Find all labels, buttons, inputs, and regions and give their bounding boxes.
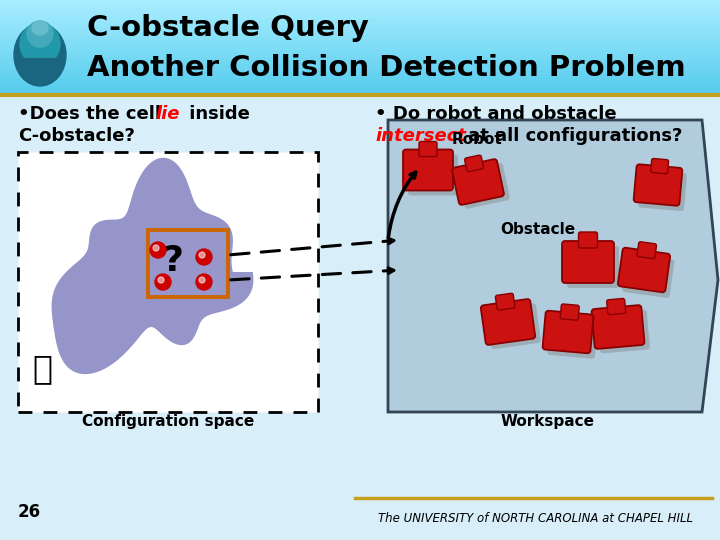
Circle shape bbox=[196, 274, 212, 290]
Bar bbox=[148, 230, 228, 297]
Bar bbox=[0, 16, 720, 19]
Bar bbox=[0, 42, 720, 45]
FancyBboxPatch shape bbox=[403, 150, 453, 191]
FancyBboxPatch shape bbox=[618, 248, 670, 292]
Bar bbox=[0, 44, 720, 48]
Text: inside: inside bbox=[183, 105, 250, 123]
Bar bbox=[0, 35, 720, 38]
FancyBboxPatch shape bbox=[592, 305, 644, 349]
Text: at all configurations?: at all configurations? bbox=[462, 127, 683, 145]
Bar bbox=[0, 68, 720, 71]
FancyBboxPatch shape bbox=[651, 159, 669, 174]
Circle shape bbox=[155, 274, 171, 290]
Text: The UNIVERSITY of NORTH CAROLINA at CHAPEL HILL: The UNIVERSITY of NORTH CAROLINA at CHAP… bbox=[377, 511, 693, 524]
Bar bbox=[0, 23, 720, 26]
Text: •Does the cell: •Does the cell bbox=[18, 105, 167, 123]
Text: 26: 26 bbox=[18, 503, 41, 521]
Circle shape bbox=[196, 249, 212, 265]
Bar bbox=[0, 53, 720, 57]
FancyBboxPatch shape bbox=[597, 309, 650, 353]
Bar bbox=[0, 2, 720, 5]
FancyBboxPatch shape bbox=[543, 310, 593, 353]
Text: Another Collision Detection Problem: Another Collision Detection Problem bbox=[87, 54, 685, 82]
Text: Obstacle: Obstacle bbox=[500, 222, 575, 237]
FancyBboxPatch shape bbox=[578, 232, 598, 248]
Bar bbox=[0, 32, 720, 36]
Bar bbox=[0, 18, 720, 22]
FancyBboxPatch shape bbox=[495, 293, 515, 310]
Bar bbox=[0, 14, 720, 17]
Ellipse shape bbox=[20, 23, 60, 65]
FancyBboxPatch shape bbox=[458, 163, 510, 208]
Bar bbox=[0, 70, 720, 73]
FancyBboxPatch shape bbox=[464, 155, 483, 172]
Bar bbox=[0, 84, 720, 88]
Bar bbox=[0, 25, 720, 29]
Circle shape bbox=[199, 252, 205, 258]
Bar bbox=[0, 60, 720, 64]
Bar bbox=[0, 77, 720, 81]
Bar bbox=[0, 75, 720, 78]
Ellipse shape bbox=[32, 21, 48, 35]
FancyBboxPatch shape bbox=[452, 159, 504, 205]
Bar bbox=[0, 65, 720, 69]
Circle shape bbox=[199, 277, 205, 283]
Bar bbox=[0, 11, 720, 14]
Bar bbox=[0, 80, 720, 83]
Bar bbox=[0, 37, 720, 40]
FancyBboxPatch shape bbox=[634, 164, 683, 206]
Bar bbox=[0, 21, 720, 24]
FancyBboxPatch shape bbox=[487, 303, 541, 349]
Ellipse shape bbox=[14, 24, 66, 86]
Bar bbox=[0, 9, 720, 12]
Bar bbox=[0, 46, 720, 50]
Bar bbox=[0, 89, 720, 93]
FancyBboxPatch shape bbox=[622, 253, 675, 298]
Bar bbox=[0, 39, 720, 43]
FancyBboxPatch shape bbox=[547, 316, 598, 359]
Text: C-obstacle Query: C-obstacle Query bbox=[87, 14, 369, 42]
Bar bbox=[0, 82, 720, 85]
Bar bbox=[0, 6, 720, 10]
Text: Robot: Robot bbox=[452, 132, 503, 147]
Bar bbox=[18, 152, 318, 412]
Bar bbox=[0, 49, 720, 52]
Circle shape bbox=[153, 245, 159, 251]
FancyBboxPatch shape bbox=[481, 299, 535, 345]
Circle shape bbox=[150, 242, 166, 258]
FancyBboxPatch shape bbox=[607, 299, 626, 315]
Bar bbox=[0, 56, 720, 59]
Text: • Do robot and obstacle: • Do robot and obstacle bbox=[375, 105, 616, 123]
Circle shape bbox=[158, 277, 164, 283]
Text: Workspace: Workspace bbox=[501, 414, 595, 429]
FancyBboxPatch shape bbox=[560, 304, 579, 320]
Bar bbox=[0, 63, 720, 66]
Bar bbox=[0, 58, 720, 62]
Bar bbox=[0, 28, 720, 31]
FancyBboxPatch shape bbox=[408, 154, 458, 195]
Bar bbox=[148, 230, 228, 297]
Bar bbox=[0, 4, 720, 7]
Bar bbox=[0, 72, 720, 76]
Text: lie: lie bbox=[155, 105, 179, 123]
Text: ?: ? bbox=[163, 244, 184, 278]
Text: ℱ: ℱ bbox=[32, 353, 52, 385]
Text: C-obstacle?: C-obstacle? bbox=[18, 127, 135, 145]
Bar bbox=[0, 51, 720, 55]
Ellipse shape bbox=[27, 21, 53, 47]
FancyBboxPatch shape bbox=[562, 241, 614, 283]
Bar bbox=[24, 58, 56, 72]
Polygon shape bbox=[52, 158, 253, 374]
Bar bbox=[0, 92, 720, 95]
Bar bbox=[0, 87, 720, 90]
Polygon shape bbox=[388, 120, 718, 412]
FancyBboxPatch shape bbox=[638, 170, 687, 211]
Text: Configuration space: Configuration space bbox=[82, 414, 254, 429]
FancyBboxPatch shape bbox=[567, 246, 619, 288]
Text: intersect: intersect bbox=[375, 127, 466, 145]
Bar bbox=[0, 30, 720, 33]
FancyBboxPatch shape bbox=[637, 242, 657, 259]
Bar bbox=[0, 0, 720, 2]
FancyBboxPatch shape bbox=[419, 141, 437, 157]
